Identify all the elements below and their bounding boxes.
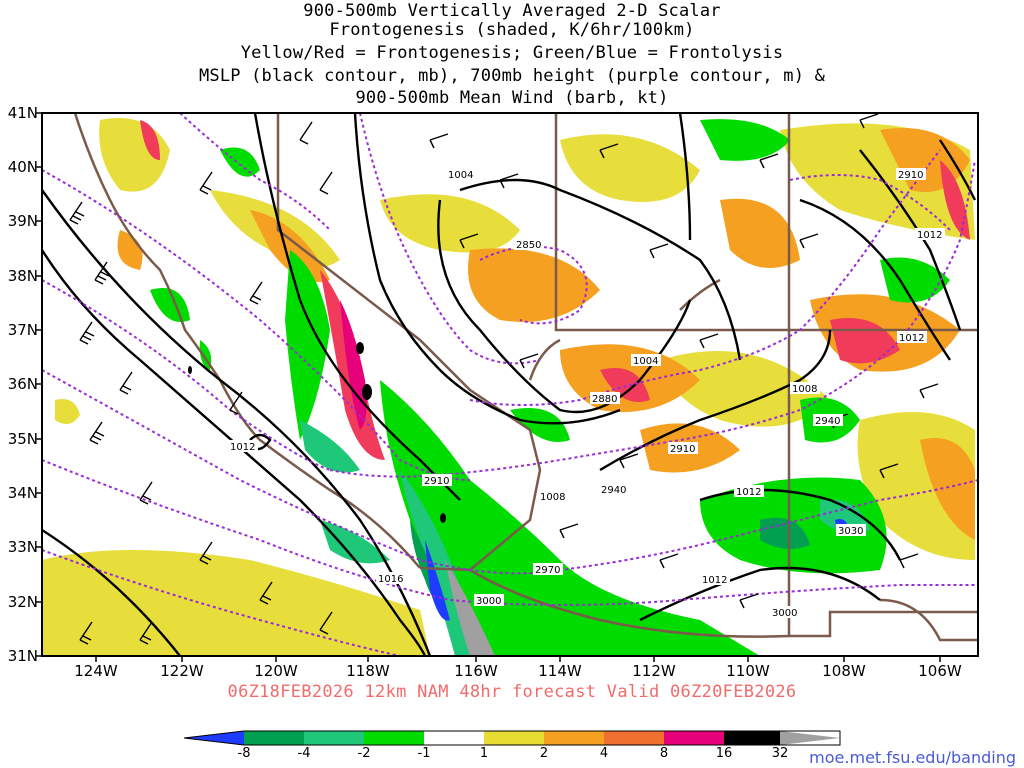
colorbar-label: -8: [237, 746, 251, 761]
lat-label: 37N: [7, 321, 38, 339]
lat-label: 39N: [7, 212, 38, 230]
height-label: 2910: [898, 170, 923, 181]
title-line-2: Frontogenesis (shaded, K/6hr/100km): [329, 20, 695, 40]
colorbar-label: -2: [357, 746, 371, 761]
lat-label: 36N: [7, 375, 38, 393]
height-label: 2970: [535, 565, 560, 576]
forecast-valid-time: 06Z18FEB2026 12km NAM 48hr forecast Vali…: [227, 682, 797, 702]
lat-label: 34N: [7, 484, 38, 502]
source-url[interactable]: moe.met.fsu.edu/banding: [809, 748, 1016, 767]
lon-label: 118W: [346, 662, 390, 680]
height-label: 2880: [592, 394, 617, 405]
lat-label: 35N: [7, 430, 38, 448]
colorbar: [183, 730, 841, 746]
title-line-4: MSLP (black contour, mb), 700mb height (…: [198, 66, 826, 86]
lon-label: 122W: [160, 662, 204, 680]
height-label: 2910: [670, 444, 695, 455]
height-label: 3000: [476, 596, 501, 607]
axis-ticks: [36, 112, 941, 662]
lon-label: 112W: [632, 662, 676, 680]
lat-label: 33N: [7, 538, 38, 556]
political-borders: [73, 113, 978, 642]
lat-label: 31N: [7, 647, 38, 665]
colorbar-label: 4: [599, 746, 609, 761]
colorbar-label: 2: [539, 746, 549, 761]
colorbar-label: 16: [715, 746, 733, 761]
title-line-3: Yellow/Red = Frontogenesis; Green/Blue =…: [240, 43, 784, 63]
colorbar-label: 8: [659, 746, 669, 761]
colorbar-label: 32: [771, 746, 789, 761]
mslp-label: 1008: [540, 492, 565, 503]
contour-labels: 1004 1004 1008 1008 1012 1012 1012 1012 …: [228, 168, 945, 619]
wind-barbs: [69, 113, 939, 645]
mslp-label: 1016: [378, 574, 403, 585]
lon-label: 114W: [538, 662, 582, 680]
title-line-5: 900-500mb Mean Wind (barb, kt): [355, 88, 669, 108]
title-line-1: 900-500mb Vertically Averaged 2-D Scalar: [303, 1, 721, 21]
lon-label: 110W: [726, 662, 770, 680]
height-label: 3030: [838, 526, 863, 537]
mslp-label: 1012: [917, 230, 942, 241]
mslp-label: 1004: [448, 170, 473, 181]
mslp-label: 1008: [792, 384, 817, 395]
mslp-labels: 1004 1004 1008 1008 1012 1012 1012 1012 …: [228, 168, 945, 586]
lat-label: 41N: [7, 104, 38, 122]
mslp-label: 1012: [230, 442, 255, 453]
lat-label: 40N: [7, 158, 38, 176]
mslp-label: 1012: [899, 333, 924, 344]
lat-label: 32N: [7, 593, 38, 611]
lat-label: 38N: [7, 267, 38, 285]
colorbar-label: 1: [479, 746, 489, 761]
mslp-label: 1012: [702, 575, 727, 586]
height-label: 2910: [424, 476, 449, 487]
lon-label: 116W: [454, 662, 498, 680]
mslp-label: 1004: [633, 356, 658, 367]
lon-label: 106W: [918, 662, 962, 680]
mslp-label: 1012: [736, 487, 761, 498]
lon-label: 120W: [254, 662, 298, 680]
height-label: 2940: [815, 416, 840, 427]
shading-layer: [42, 113, 978, 656]
height-contours: [42, 113, 978, 656]
height-label: 2940: [601, 485, 626, 496]
lon-label: 108W: [822, 662, 866, 680]
height-label: 2850: [516, 240, 541, 251]
colorbar-label: -4: [297, 746, 311, 761]
height-label: 3000: [772, 608, 797, 619]
height-labels: 2850 2880 2910 2910 2910 2940 2940 2970 …: [422, 168, 926, 619]
lon-label: 124W: [74, 662, 118, 680]
colorbar-label: -1: [417, 746, 431, 761]
